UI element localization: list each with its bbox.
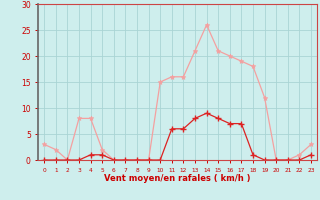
X-axis label: Vent moyen/en rafales ( km/h ): Vent moyen/en rafales ( km/h ) [104, 174, 251, 183]
